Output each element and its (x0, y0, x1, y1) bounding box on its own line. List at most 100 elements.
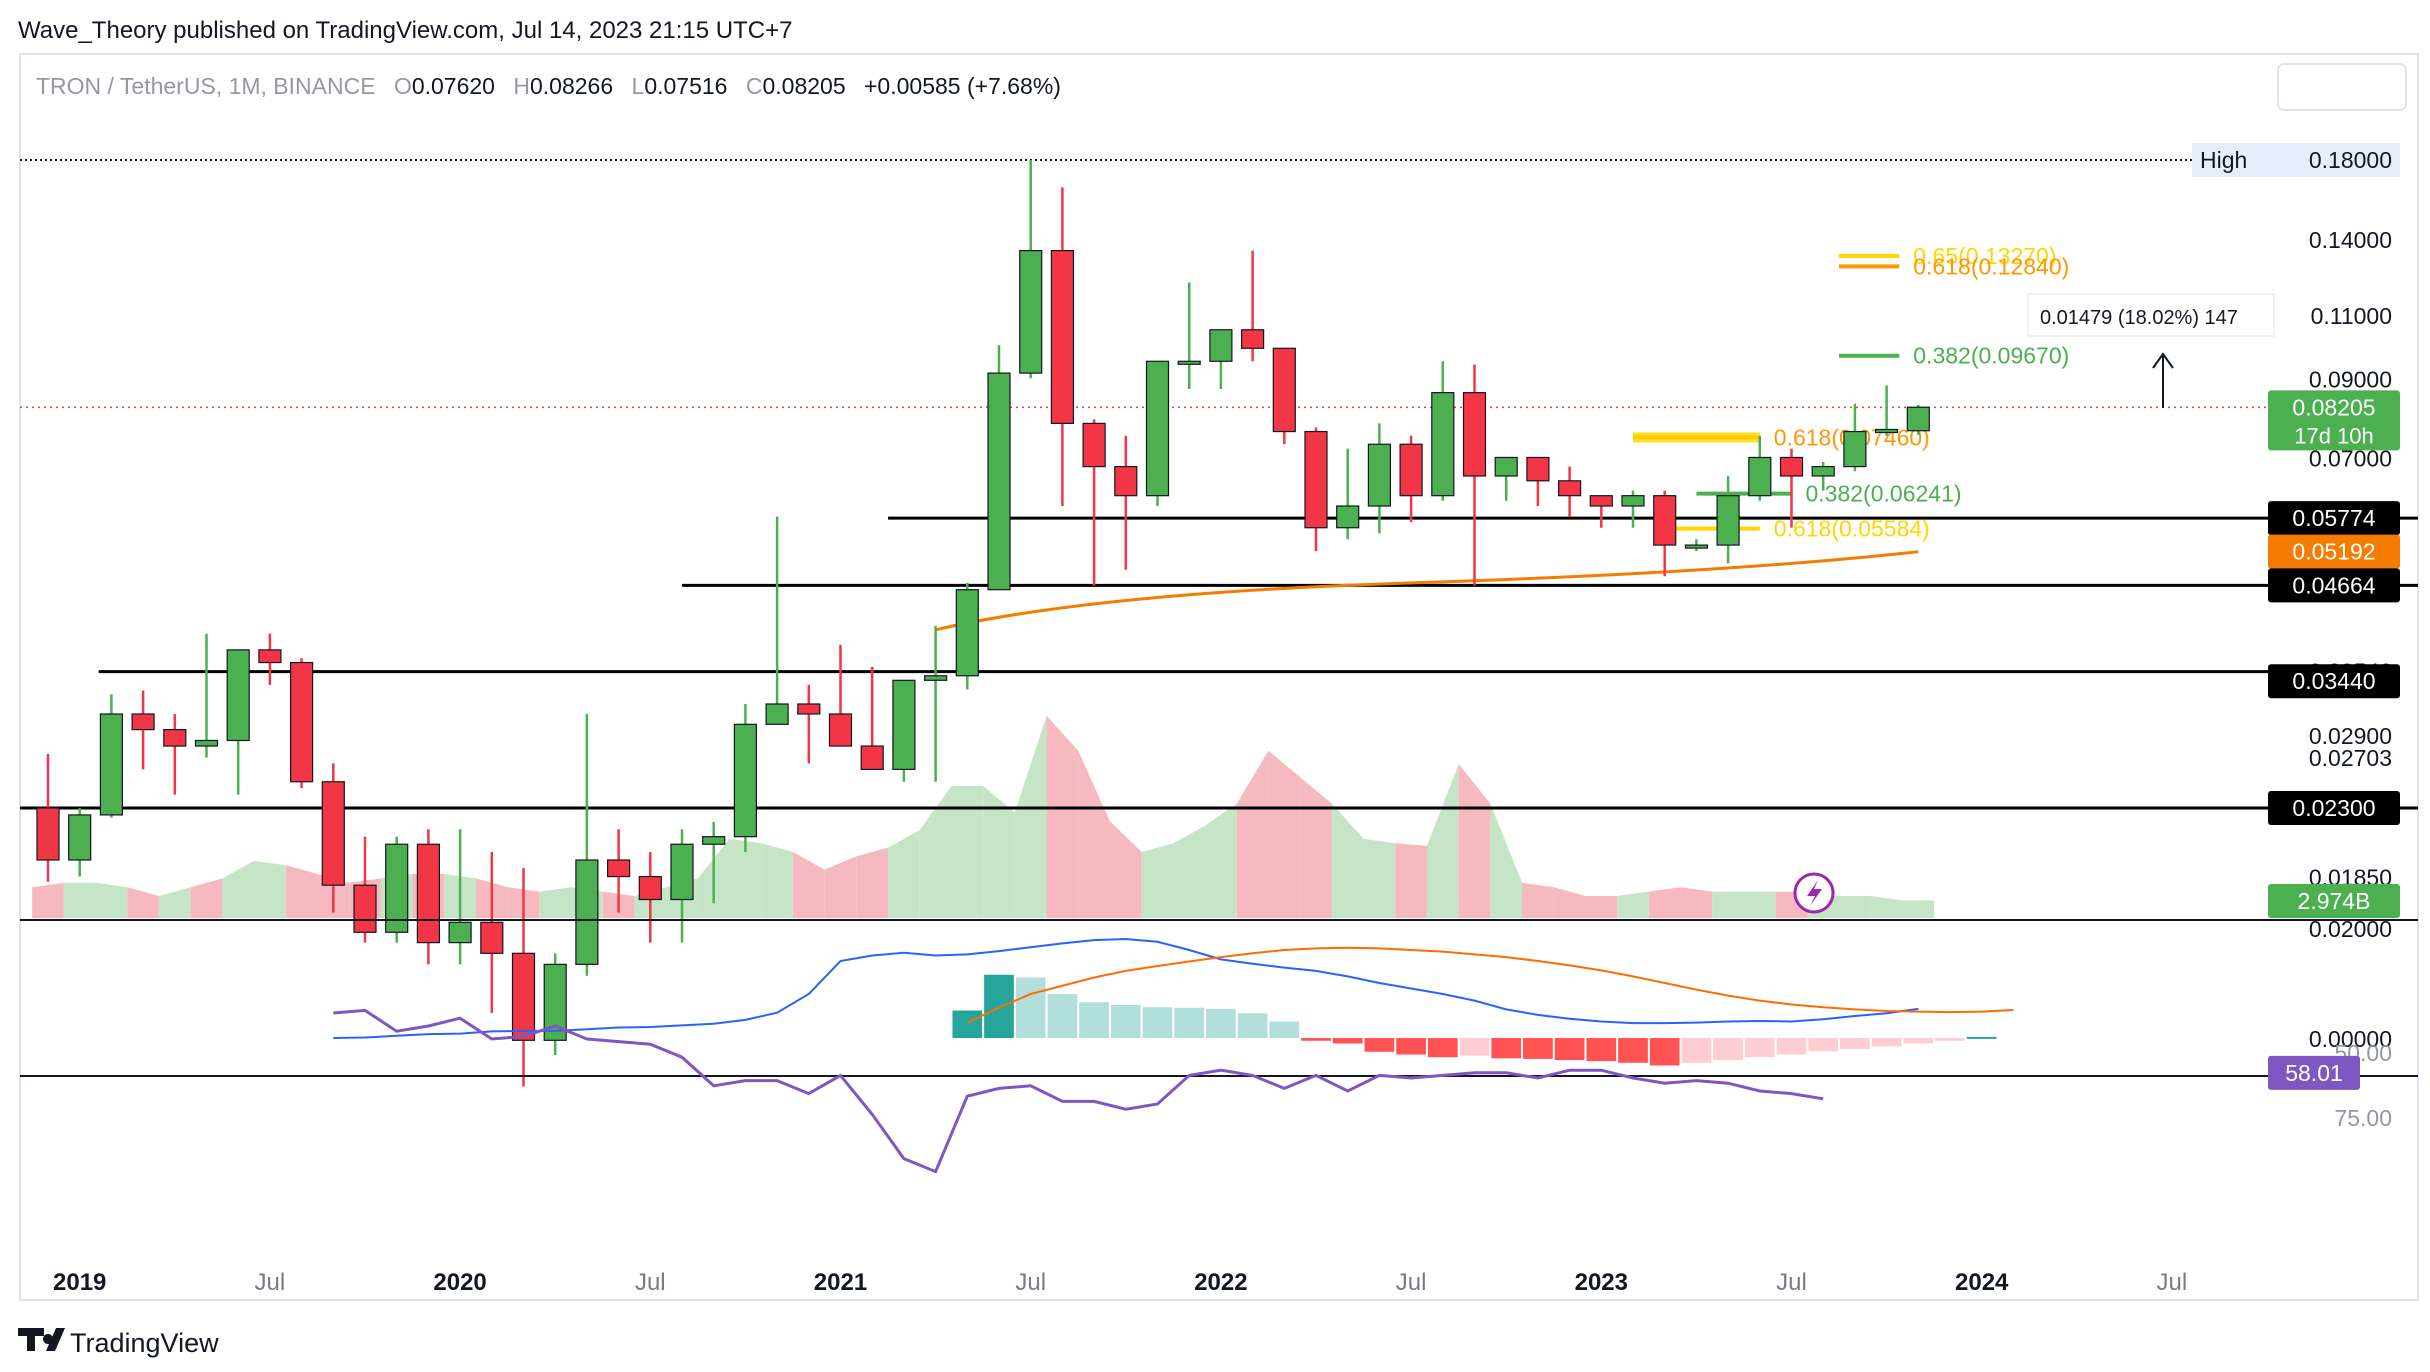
volume-segment (1331, 803, 1364, 918)
volume-segment (1363, 838, 1396, 918)
candle[interactable] (290, 658, 314, 789)
ema-line (935, 550, 1919, 632)
candle[interactable] (194, 633, 219, 758)
volume-segment (1648, 887, 1681, 918)
candle[interactable] (1050, 187, 1075, 507)
candle[interactable] (1874, 385, 1899, 436)
candle[interactable] (1811, 461, 1835, 491)
volume-segment (539, 887, 572, 918)
rsi-tick-label: 75.00 (2334, 1105, 2392, 1131)
candle[interactable] (1114, 435, 1138, 570)
footer-brand: TradingView (70, 1328, 219, 1358)
candle[interactable] (1843, 403, 1867, 472)
candle[interactable] (892, 679, 916, 782)
candle[interactable] (68, 808, 92, 877)
measure-tool[interactable]: 0.01479 (18.02%) 147 (2027, 293, 2275, 408)
candle-body (194, 739, 219, 747)
candle[interactable] (765, 516, 789, 725)
candle[interactable] (1304, 427, 1328, 552)
volume-segment (95, 882, 128, 918)
candle[interactable] (1209, 329, 1233, 389)
candle[interactable] (36, 754, 60, 882)
rsi-tag-bg (2268, 1055, 2360, 1090)
candle[interactable] (987, 345, 1011, 591)
candle[interactable] (702, 822, 726, 904)
candle[interactable] (1431, 361, 1455, 501)
volume-segment (1839, 896, 1871, 918)
candle[interactable] (1462, 364, 1487, 586)
last-price-tag-bg (2268, 390, 2400, 451)
candle[interactable] (670, 829, 694, 943)
candle[interactable] (511, 868, 536, 1087)
macd-histogram-bar (1491, 1038, 1522, 1059)
candle[interactable] (1177, 282, 1201, 389)
candle[interactable] (480, 852, 504, 1013)
candle[interactable] (1589, 495, 1613, 528)
candle[interactable] (955, 582, 979, 690)
candle[interactable] (163, 713, 187, 795)
macd-histogram-bar (1332, 1038, 1363, 1044)
candle[interactable] (1748, 435, 1772, 501)
candle[interactable] (131, 690, 155, 770)
candle-body (226, 649, 250, 742)
candle[interactable] (1145, 360, 1170, 507)
candle[interactable] (733, 703, 758, 853)
volume-segment (1300, 777, 1332, 918)
candle[interactable] (99, 694, 124, 818)
candle[interactable] (1557, 466, 1582, 517)
candle[interactable] (353, 836, 377, 943)
candle[interactable] (575, 713, 599, 976)
candle-body (670, 843, 694, 901)
candle[interactable] (1399, 435, 1423, 523)
candle[interactable] (797, 684, 821, 764)
candle[interactable] (543, 953, 567, 1055)
candle[interactable] (258, 633, 282, 685)
candle-body (321, 781, 345, 886)
candle[interactable] (1336, 448, 1360, 540)
candle[interactable] (1019, 160, 1043, 379)
candle[interactable] (1906, 404, 1930, 435)
candle[interactable] (416, 829, 440, 965)
time-tick-label: Jul (2157, 1269, 2188, 1296)
candle[interactable] (1082, 419, 1106, 586)
candle[interactable] (448, 829, 472, 965)
candle[interactable] (1367, 423, 1392, 534)
macd-histogram-bar (1808, 1038, 1839, 1052)
volume-segment (127, 887, 159, 918)
candle[interactable] (1716, 475, 1740, 564)
volume-segment (32, 882, 64, 918)
candle[interactable] (226, 649, 250, 795)
candle[interactable] (828, 644, 853, 747)
macd-histogram-bar (1840, 1038, 1870, 1049)
candle[interactable] (638, 852, 662, 943)
candle[interactable] (385, 836, 409, 943)
top-right-control-box[interactable] (2277, 63, 2407, 111)
candle[interactable] (1621, 490, 1645, 528)
volume-segment (919, 786, 952, 918)
candle-body (353, 884, 377, 933)
level-tag-0-05774-bg (2268, 501, 2400, 536)
macd-tick-label: 0.00000 (2309, 1026, 2392, 1052)
candle-body (1716, 495, 1740, 546)
candle[interactable] (1779, 448, 1804, 528)
candle[interactable] (606, 829, 631, 913)
volume-segment (1236, 750, 1269, 918)
candle[interactable] (1240, 250, 1265, 362)
high-tag-bg (2192, 143, 2400, 177)
candle-body (638, 875, 662, 901)
volume-segment (1712, 891, 1744, 918)
lightning-icon[interactable] (1793, 872, 1835, 914)
candle[interactable] (1653, 490, 1677, 577)
candle[interactable] (1684, 539, 1709, 552)
candle[interactable] (1272, 347, 1296, 445)
candle-body (416, 843, 440, 944)
candle[interactable] (1526, 456, 1550, 507)
candle-body (860, 745, 884, 770)
candle-body (258, 649, 282, 664)
candle[interactable] (1494, 456, 1518, 501)
macd-histogram-bar (1142, 1007, 1173, 1038)
candle[interactable] (321, 763, 345, 913)
candle[interactable] (923, 625, 948, 782)
candle[interactable] (860, 666, 884, 770)
candle-body (1367, 443, 1392, 507)
